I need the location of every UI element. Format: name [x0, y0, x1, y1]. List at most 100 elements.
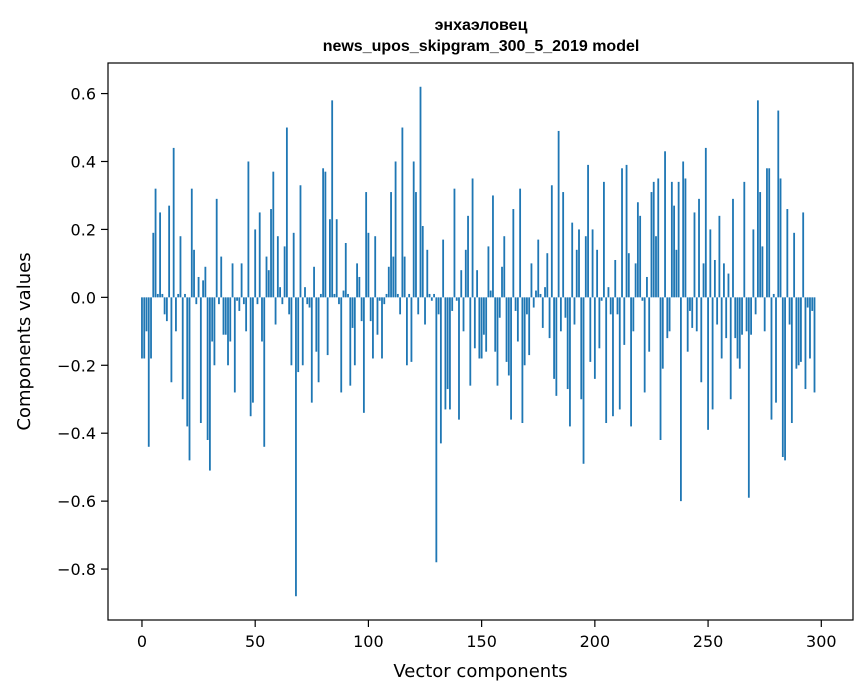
bar — [349, 297, 352, 386]
bar — [331, 100, 334, 298]
bar — [165, 297, 168, 322]
bar — [417, 297, 420, 315]
bar — [181, 297, 184, 400]
bar — [301, 297, 304, 366]
x-tick-label: 150 — [466, 632, 497, 651]
bar — [528, 297, 531, 356]
bar — [609, 297, 612, 315]
bar — [208, 297, 211, 471]
bar — [267, 270, 270, 298]
bar — [578, 229, 580, 298]
bar — [793, 232, 796, 298]
bar — [272, 171, 275, 298]
bars-group — [141, 86, 816, 597]
bar — [394, 161, 397, 298]
bar — [462, 297, 465, 332]
bar — [279, 287, 281, 298]
bar — [498, 297, 501, 318]
bar — [680, 297, 682, 502]
bar — [784, 297, 786, 461]
bar — [240, 263, 243, 298]
bar — [401, 127, 404, 298]
bar — [641, 297, 644, 301]
bar — [281, 297, 284, 305]
bar — [514, 297, 517, 311]
bar — [444, 297, 447, 410]
bar — [451, 297, 454, 311]
x-tick-label: 250 — [693, 632, 724, 651]
bar — [668, 297, 671, 332]
bar — [322, 168, 325, 298]
bar — [646, 276, 648, 298]
bar — [324, 171, 327, 298]
bar — [618, 297, 621, 410]
bar — [752, 229, 755, 298]
bar — [229, 297, 232, 342]
bar — [501, 266, 503, 298]
bar — [569, 297, 571, 427]
y-tick-label: 0.6 — [71, 85, 96, 104]
bar — [593, 297, 596, 379]
bar — [747, 297, 750, 498]
bar — [720, 297, 723, 359]
bar — [469, 297, 472, 386]
bar — [249, 297, 252, 417]
bar — [781, 297, 784, 457]
bar — [197, 276, 200, 298]
bar — [682, 161, 685, 298]
bar — [673, 205, 676, 298]
bar — [473, 297, 476, 349]
bar — [152, 232, 155, 298]
bar — [435, 297, 438, 563]
bar — [605, 297, 608, 424]
bar — [437, 297, 440, 315]
bar — [686, 297, 689, 352]
bar — [365, 192, 368, 298]
bar — [433, 293, 435, 298]
bar — [263, 297, 266, 447]
bar — [777, 110, 780, 298]
bar — [378, 297, 381, 301]
bar — [218, 297, 220, 305]
bar — [236, 297, 238, 301]
bar — [632, 297, 635, 332]
bar — [406, 297, 408, 366]
bar — [564, 297, 567, 318]
bar — [729, 297, 732, 400]
bar — [310, 297, 313, 403]
bar — [242, 297, 245, 305]
bar — [539, 293, 542, 298]
bar — [163, 297, 166, 315]
bar — [211, 297, 214, 342]
bar — [779, 178, 782, 298]
bar — [627, 253, 630, 298]
bar — [530, 263, 533, 298]
bar — [288, 297, 291, 315]
bar — [559, 297, 562, 332]
y-tick-label: 0.0 — [71, 288, 96, 307]
x-tick-label: 300 — [806, 632, 837, 651]
bar — [713, 259, 716, 298]
bar — [446, 297, 449, 390]
bar — [684, 178, 687, 298]
chart-title: энхаэловец — [435, 17, 528, 34]
bar — [695, 297, 698, 332]
bar — [396, 293, 399, 298]
bar — [600, 297, 603, 301]
bar — [329, 219, 331, 298]
bar — [186, 297, 189, 427]
bar — [224, 297, 227, 335]
bar — [360, 297, 363, 322]
bar — [639, 215, 642, 298]
bar — [535, 290, 537, 298]
y-tick-label: 0.2 — [71, 220, 96, 239]
y-tick-label: −0.2 — [57, 356, 96, 375]
y-axis-ticks: −0.8 −0.6 −0.4 −0.2 0.0 0.2 0.4 0.6 — [57, 85, 108, 579]
bar — [227, 297, 229, 366]
bar — [557, 130, 560, 298]
bar — [537, 239, 540, 298]
bar — [797, 297, 800, 366]
bar — [467, 215, 469, 298]
bar — [317, 297, 320, 383]
bar — [333, 293, 336, 298]
